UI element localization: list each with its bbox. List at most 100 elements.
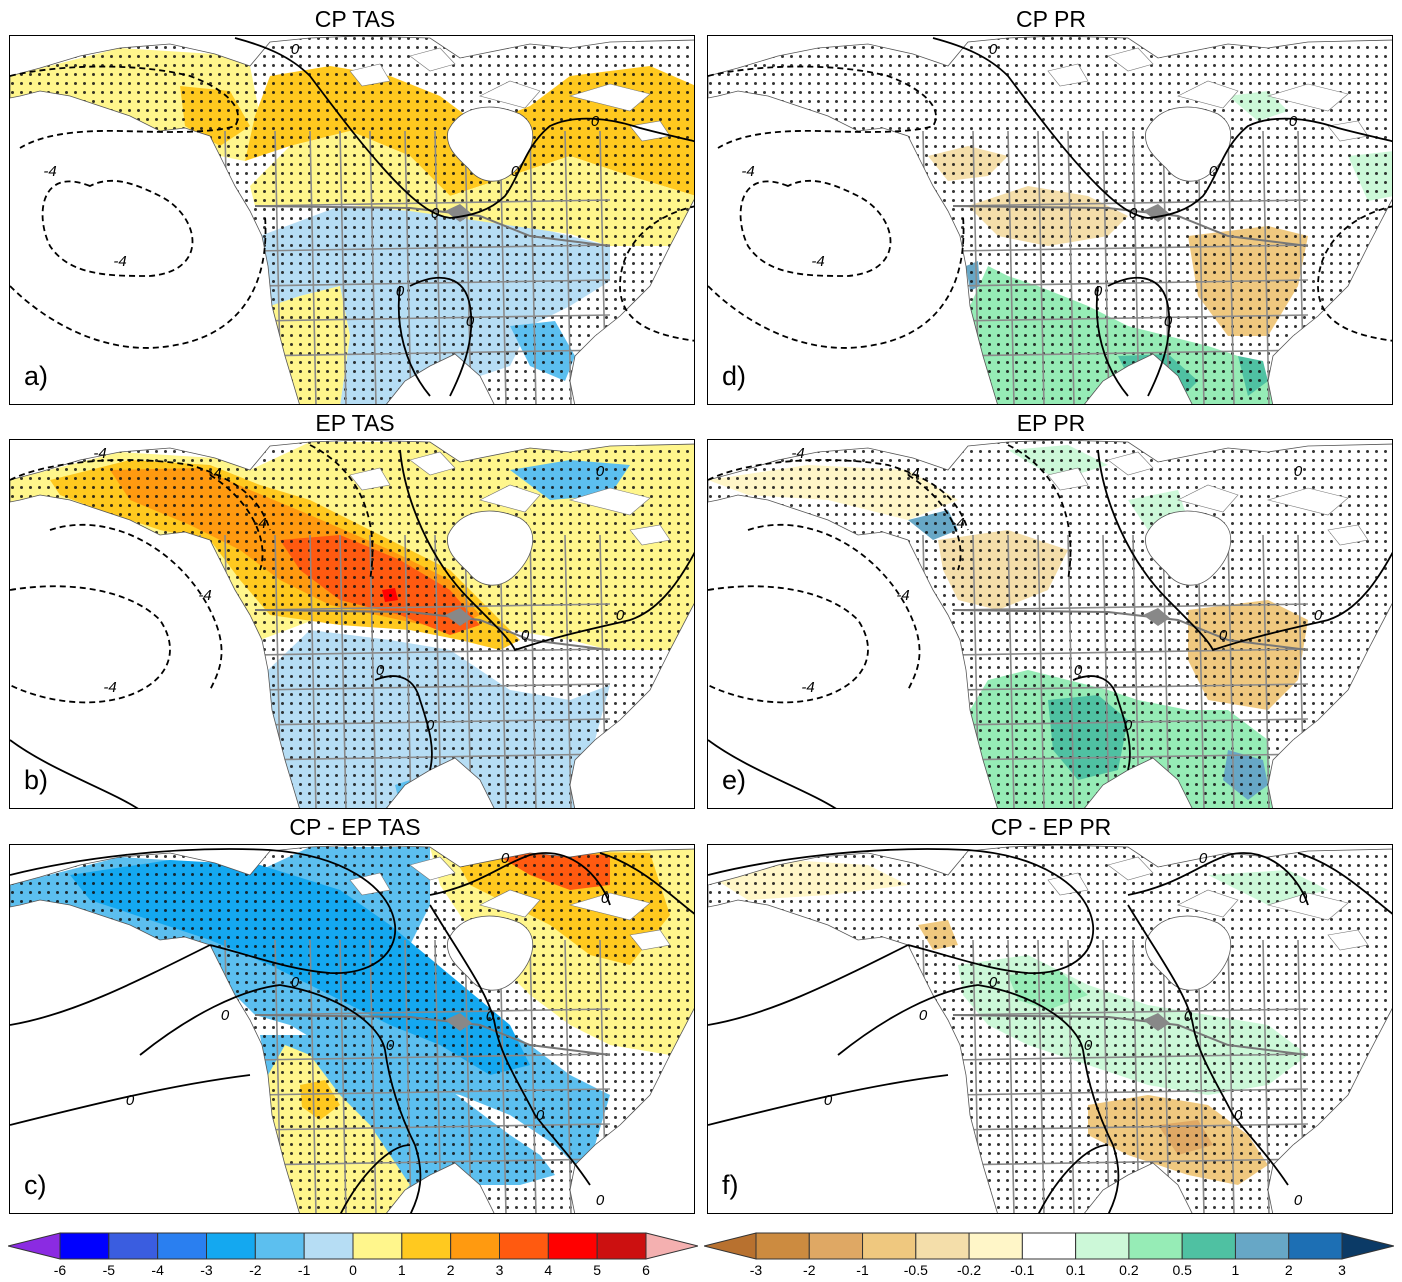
contour-label: -4 bbox=[906, 465, 919, 482]
contour-line bbox=[399, 449, 694, 652]
contour-line bbox=[397, 285, 431, 397]
arctic-water bbox=[349, 63, 391, 87]
map-canvas: 0 0 0 0 -4 -4 0 0 bbox=[708, 36, 1392, 404]
contour-label: 0 bbox=[501, 850, 510, 867]
colorbar-tick-label: 3 bbox=[495, 1262, 504, 1278]
arctic-water bbox=[1107, 47, 1154, 72]
contour-line bbox=[279, 984, 422, 1213]
contour-label: -4 bbox=[93, 445, 106, 462]
contour-label: 0 bbox=[386, 1037, 395, 1054]
colorbar-swatch bbox=[1288, 1232, 1343, 1260]
state-boundaries bbox=[199, 534, 611, 808]
contour-line bbox=[747, 523, 921, 691]
arctic-water bbox=[479, 484, 541, 513]
contour-line bbox=[837, 984, 979, 1056]
map-canvas: 0 0 0 0 0 0 0 0 0 bbox=[708, 845, 1392, 1213]
panel-title-b: EP TAS bbox=[315, 410, 395, 436]
contour-line bbox=[708, 848, 1094, 974]
colorbar-swatch bbox=[808, 1232, 864, 1260]
arctic-water bbox=[1107, 451, 1154, 476]
contour-label: 0 bbox=[221, 1007, 230, 1024]
contour-lines bbox=[708, 37, 1392, 397]
contour-label: -4 bbox=[43, 163, 56, 180]
contour-line bbox=[10, 585, 171, 704]
arctic-water bbox=[1266, 892, 1349, 921]
contour-line bbox=[41, 179, 194, 277]
map-panel-e: -4 -4 -4 0 0 0 -4 -4 0 0 e) bbox=[707, 439, 1393, 809]
hudson-bay bbox=[447, 915, 534, 991]
colorbar-tick-label: -0.5 bbox=[903, 1262, 928, 1278]
map-canvas: 0 0 0 0 0 0 0 0 0 bbox=[10, 845, 694, 1213]
arctic-water bbox=[409, 856, 456, 881]
contour-label: 0 bbox=[1234, 1107, 1243, 1124]
colorbar-tick-label: -3 bbox=[200, 1262, 213, 1278]
contour-label: -4 bbox=[801, 679, 814, 696]
contour-line bbox=[234, 37, 694, 219]
contour-label: 0 bbox=[1209, 163, 1218, 180]
colorbar-tick-label: 6 bbox=[642, 1262, 650, 1278]
contour-label: -4 bbox=[208, 465, 221, 482]
colorbar-swatch bbox=[547, 1232, 598, 1260]
contour-label: 0 bbox=[919, 1007, 928, 1024]
colorbar-swatch bbox=[862, 1232, 917, 1260]
contour-lines bbox=[10, 444, 694, 808]
coastline bbox=[708, 845, 1392, 1213]
anomaly-region bbox=[708, 106, 768, 136]
arctic-water bbox=[568, 892, 651, 921]
contour-label: 0 bbox=[1129, 205, 1138, 222]
colorbar-tick-label: -3 bbox=[749, 1262, 763, 1278]
map-canvas: -4 -4 -4 0 0 0 -4 -4 0 0 bbox=[10, 440, 694, 808]
panel-label: a) bbox=[24, 361, 49, 391]
contour-label: 0 bbox=[1074, 662, 1083, 679]
contour-label: 0 bbox=[591, 113, 600, 130]
great-lakes bbox=[1143, 204, 1170, 222]
contour-line bbox=[10, 459, 271, 531]
map-panel-a: 0 0 0 0 -4 -4 0 0 a) bbox=[9, 35, 695, 405]
colorbar-swatch bbox=[1128, 1232, 1183, 1260]
map-panel-f: 0 0 0 0 0 0 0 0 0 f) bbox=[707, 844, 1393, 1214]
map-panel-c: 0 0 0 0 0 0 0 0 0 c) bbox=[9, 844, 695, 1214]
great-lakes bbox=[1143, 608, 1170, 626]
contour-label: 0 bbox=[536, 1107, 545, 1124]
map-panel-b: -4 -4 -4 0 0 0 -4 -4 0 0 b) bbox=[9, 439, 695, 809]
colorbar-swatch bbox=[254, 1232, 305, 1260]
contour-label: 0 bbox=[1289, 113, 1298, 130]
contour-label: 0 bbox=[291, 974, 300, 991]
panel-label: e) bbox=[722, 765, 747, 795]
colorbar-swatch bbox=[596, 1232, 647, 1260]
arctic-water bbox=[568, 487, 651, 516]
contour-line bbox=[907, 474, 962, 571]
contour-label: 0 bbox=[596, 463, 605, 480]
contour-label: 0 bbox=[291, 41, 300, 58]
contour-label: 0 bbox=[1219, 627, 1228, 644]
coastline bbox=[10, 440, 694, 808]
contour-label: 0 bbox=[466, 313, 475, 330]
arctic-water bbox=[409, 451, 456, 476]
contour-label: 0 bbox=[601, 890, 610, 907]
colorbar-triangle-high bbox=[1341, 1232, 1394, 1260]
hudson-bay bbox=[447, 106, 534, 182]
colorbar-swatch bbox=[1181, 1232, 1236, 1260]
arctic-water bbox=[1177, 484, 1239, 513]
contour-line bbox=[1127, 904, 1289, 1186]
colorbar-tick-label: 5 bbox=[593, 1262, 602, 1278]
panel-title-f: CP - EP PR bbox=[990, 814, 1112, 840]
contour-label: 0 bbox=[1294, 463, 1303, 480]
contour-lines bbox=[708, 444, 1392, 808]
colorbar-tick-label: 1 bbox=[397, 1262, 406, 1278]
colorbar-triangle-high bbox=[645, 1232, 698, 1260]
arctic-water bbox=[409, 47, 456, 72]
contour-label: 0 bbox=[126, 1092, 135, 1109]
contour-label: -4 bbox=[791, 445, 804, 462]
contour-label: 0 bbox=[1199, 850, 1208, 867]
contour-line bbox=[1127, 852, 1309, 906]
colorbar-swatch bbox=[352, 1232, 403, 1260]
great-lakes bbox=[445, 608, 472, 626]
state-boundaries bbox=[897, 939, 1309, 1213]
contour-label: -4 bbox=[198, 587, 211, 604]
contour-line bbox=[10, 944, 211, 1026]
panel-title-e: EP PR bbox=[1016, 410, 1086, 436]
hudson-bay bbox=[1145, 915, 1232, 991]
colorbar-swatch bbox=[1234, 1232, 1290, 1260]
contour-line bbox=[429, 852, 611, 906]
